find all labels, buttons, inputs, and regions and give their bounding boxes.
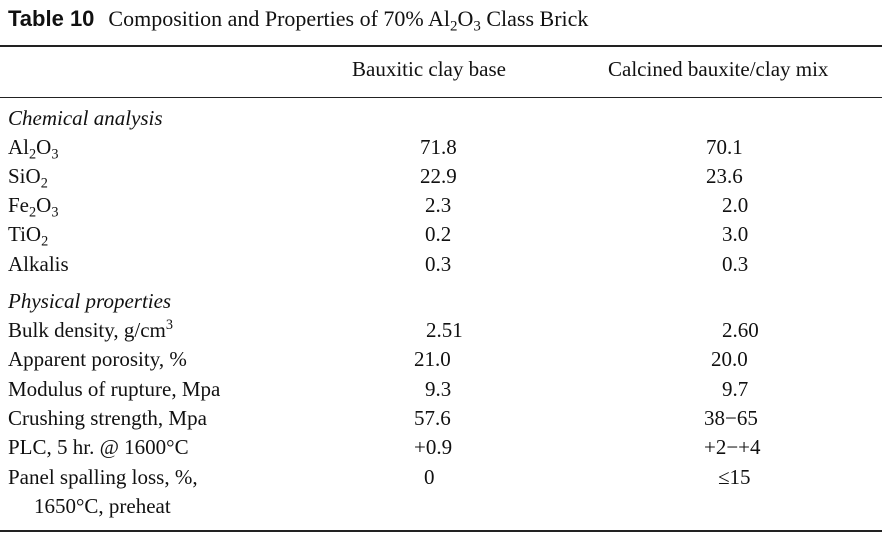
row-label: Fe2O3 — [8, 193, 59, 221]
table-title: Composition and Properties of 70% Al2O3 … — [108, 6, 589, 35]
cell-bauxitic: 57.6 — [414, 406, 451, 430]
table-row-spalling-cont: 1650°C, preheat — [0, 494, 882, 522]
cell-calcined: 23.6 — [706, 164, 743, 188]
cell-bauxitic: +0.9 — [414, 435, 453, 459]
table-row-al2o3: Al2O3 71.8 70.1 — [0, 135, 882, 163]
table-row-sio2: SiO2 22.9 23.6 — [0, 164, 882, 192]
table-row-alkalis: Alkalis 0.3 0.3 — [0, 252, 882, 280]
cell-bauxitic: 0.3 — [425, 252, 452, 276]
cell-calcined: 20.0 — [711, 347, 748, 371]
cell-calcined: 70.1 — [706, 135, 743, 159]
section-physical: Physical properties — [8, 289, 172, 313]
cell-bauxitic: 0 — [424, 465, 435, 489]
row-label: PLC, 5 hr. @ 1600°C — [8, 435, 189, 459]
row-label: Panel spalling loss, %, — [8, 465, 198, 489]
cell-bauxitic: 9.3 — [425, 377, 452, 401]
section-chemical: Chemical analysis — [8, 106, 163, 130]
cell-bauxitic: 0.2 — [425, 222, 452, 246]
cell-bauxitic: 21.0 — [414, 347, 451, 371]
row-label: Modulus of rupture, Mpa — [8, 377, 221, 401]
cell-bauxitic: 22.9 — [420, 164, 457, 188]
table-number: Table 10 — [8, 6, 95, 31]
column-header-bauxitic: Bauxitic clay base — [352, 57, 506, 81]
cell-calcined: +2−+4 — [704, 435, 761, 459]
table-row-plc: PLC, 5 hr. @ 1600°C +0.9 +2−+4 — [0, 435, 882, 463]
table-row-fe2o3: Fe2O3 2.3 2.0 — [0, 193, 882, 221]
cell-calcined: 2.60 — [722, 318, 759, 342]
row-label: SiO2 — [8, 164, 48, 192]
table-row-tio2: TiO2 0.2 3.0 — [0, 222, 882, 250]
cell-bauxitic: 2.3 — [425, 193, 452, 217]
row-label: TiO2 — [8, 222, 49, 250]
row-label: Alkalis — [8, 252, 69, 276]
cell-calcined: 38−65 — [704, 406, 758, 430]
cell-calcined: 2.0 — [722, 193, 749, 217]
row-label: Crushing strength, Mpa — [8, 406, 207, 430]
table-row-porosity: Apparent porosity, % 21.0 20.0 — [0, 347, 882, 375]
cell-bauxitic: 71.8 — [420, 135, 457, 159]
table-row-bulk-density: Bulk density, g/cm3 2.51 2.60 — [0, 318, 882, 346]
cell-calcined: 0.3 — [722, 252, 749, 276]
table-row-rupture: Modulus of rupture, Mpa 9.3 9.7 — [0, 377, 882, 405]
row-label: Apparent porosity, % — [8, 347, 187, 371]
cell-calcined: 3.0 — [722, 222, 749, 246]
table-caption: Table 10 Composition and Properties of 70… — [8, 6, 589, 35]
cell-calcined: 9.7 — [722, 377, 749, 401]
header-rule — [0, 97, 882, 98]
row-label: Bulk density, g/cm3 — [8, 317, 174, 342]
column-header-calcined: Calcined bauxite/clay mix — [608, 57, 829, 81]
cell-bauxitic: 2.51 — [426, 318, 463, 342]
row-label-cont: 1650°C, preheat — [34, 494, 171, 518]
table-row-spalling: Panel spalling loss, %, 0 ≤15 — [0, 465, 882, 493]
table-row-crushing: Crushing strength, Mpa 57.6 38−65 — [0, 406, 882, 434]
top-rule — [0, 45, 882, 47]
row-label: Al2O3 — [8, 135, 59, 163]
cell-calcined: ≤15 — [718, 465, 751, 489]
bottom-rule — [0, 530, 882, 532]
